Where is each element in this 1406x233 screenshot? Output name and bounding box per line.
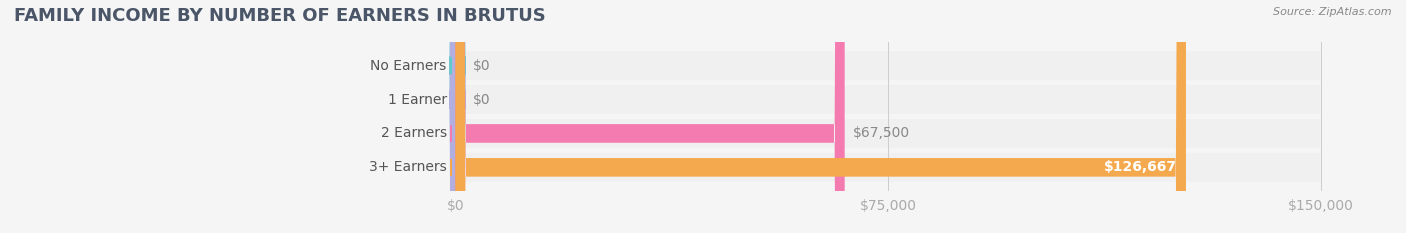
FancyBboxPatch shape (456, 119, 1320, 148)
Text: $126,667: $126,667 (1104, 160, 1177, 174)
Text: Source: ZipAtlas.com: Source: ZipAtlas.com (1274, 7, 1392, 17)
Text: $0: $0 (472, 59, 491, 73)
FancyBboxPatch shape (456, 0, 845, 233)
FancyBboxPatch shape (456, 153, 1320, 182)
FancyBboxPatch shape (456, 85, 1320, 114)
FancyBboxPatch shape (456, 51, 1320, 80)
Text: FAMILY INCOME BY NUMBER OF EARNERS IN BRUTUS: FAMILY INCOME BY NUMBER OF EARNERS IN BR… (14, 7, 546, 25)
FancyBboxPatch shape (450, 0, 465, 233)
FancyBboxPatch shape (456, 0, 1187, 233)
Text: 2 Earners: 2 Earners (381, 127, 447, 140)
Text: No Earners: No Earners (370, 59, 447, 73)
Text: $67,500: $67,500 (853, 127, 911, 140)
FancyBboxPatch shape (450, 0, 465, 233)
Text: 3+ Earners: 3+ Earners (368, 160, 447, 174)
Text: 1 Earner: 1 Earner (388, 93, 447, 106)
Text: $0: $0 (472, 93, 491, 106)
